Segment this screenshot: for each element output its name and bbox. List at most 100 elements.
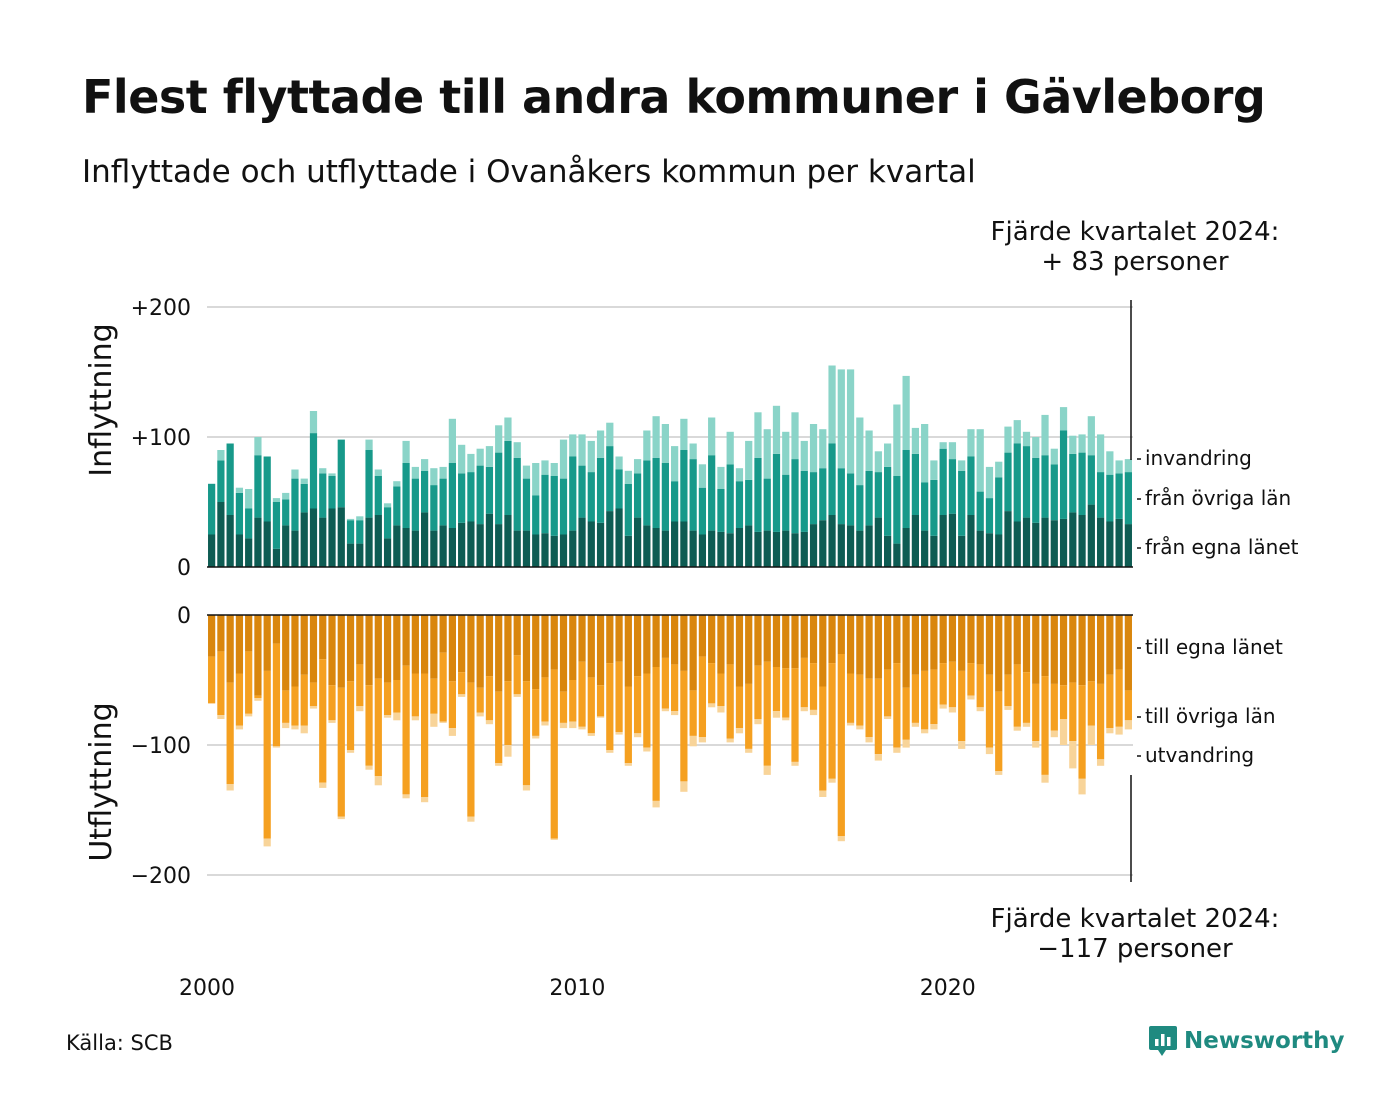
bar-segment <box>559 722 568 729</box>
bar-segment <box>430 485 438 531</box>
bar-segment <box>893 663 901 748</box>
bar-segment <box>356 520 364 544</box>
bar-segment <box>1115 615 1123 670</box>
bar-segment <box>532 689 540 736</box>
bar-segment <box>485 466 494 514</box>
bar-segment <box>985 466 994 499</box>
bar-segment <box>1078 615 1086 686</box>
bar-segment <box>763 429 771 479</box>
bar-segment <box>402 665 410 795</box>
bar-segment <box>578 465 586 518</box>
bar-segment <box>217 460 225 502</box>
bar-segment <box>967 695 975 700</box>
bar-segment <box>1115 460 1123 474</box>
bar-segment <box>1106 728 1114 734</box>
bar-segment <box>495 452 503 525</box>
bar-segment <box>254 517 262 567</box>
bar-segment <box>633 676 642 734</box>
bar-segment <box>754 719 762 725</box>
bar-segment <box>800 657 808 708</box>
bar-segment <box>1004 452 1012 512</box>
bar-segment <box>661 615 669 658</box>
bar-segment <box>948 442 957 460</box>
bar-segment <box>495 691 503 764</box>
bar-segment <box>421 470 429 513</box>
bar-segment <box>300 725 308 734</box>
bar-segment <box>874 678 882 755</box>
bar-segment <box>874 754 882 761</box>
bar-segment <box>884 443 892 467</box>
bar-segment <box>1013 420 1021 444</box>
bar-segment <box>485 720 494 725</box>
bar-segment <box>1096 683 1105 760</box>
bar-segment <box>282 492 290 500</box>
bar-segment <box>1041 455 1049 518</box>
bar-segment <box>1050 615 1058 684</box>
bar-segment <box>819 615 827 687</box>
bar-segment <box>346 543 355 567</box>
bar-segment <box>615 732 623 735</box>
bar-segment <box>374 776 382 786</box>
bar-segment <box>911 722 919 727</box>
bar-segment <box>1041 517 1049 567</box>
bar-segment <box>1022 722 1031 727</box>
bar-segment <box>504 681 512 745</box>
bar-segment <box>1059 518 1068 567</box>
bar-segment <box>661 708 669 712</box>
bar-segment <box>902 375 910 450</box>
bar-segment <box>837 654 845 836</box>
bar-segment <box>680 781 688 792</box>
bar-segment <box>633 459 642 474</box>
bar-segment <box>884 615 892 670</box>
bar-segment <box>1124 615 1132 691</box>
bar-segment <box>541 533 549 567</box>
bar-segment <box>772 711 781 718</box>
bar-segment <box>633 733 642 738</box>
bar-segment <box>735 468 744 482</box>
bar-segment <box>717 531 725 567</box>
bar-segment <box>596 522 605 567</box>
bar-segment <box>532 735 540 739</box>
bar-segment <box>809 524 818 567</box>
brand-name: Newsworthy <box>1184 1028 1345 1054</box>
callout-latest-inflow: Fjärde kvartalet 2024: + 83 personer <box>975 217 1295 277</box>
bar-segment <box>217 615 225 652</box>
bar-segment <box>819 429 827 469</box>
bar-segment <box>958 615 966 671</box>
bar-segment <box>1050 520 1058 567</box>
bar-segment <box>948 615 957 662</box>
bar-segment <box>272 746 281 748</box>
bar-segment <box>893 747 901 753</box>
bar-segment <box>902 615 910 688</box>
bar-segment <box>995 477 1003 535</box>
bar-segment <box>476 524 484 567</box>
bar-segment <box>819 790 827 797</box>
bar-segment <box>809 472 818 525</box>
bar-segment <box>995 534 1003 567</box>
bar-segment <box>1115 518 1123 567</box>
bar-segment <box>930 479 938 536</box>
bar-segment <box>383 503 392 508</box>
bar-segment <box>735 728 744 734</box>
bar-segment <box>708 703 716 708</box>
bar-segment <box>800 531 808 567</box>
bar-segment <box>309 508 318 567</box>
bar-segment <box>282 690 290 723</box>
bar-segment <box>643 615 651 674</box>
bar-segment <box>374 615 382 679</box>
bar-segment <box>624 535 632 567</box>
bar-segment <box>782 668 790 718</box>
bar-segment <box>300 512 308 567</box>
bar-segment <box>846 525 855 567</box>
bar-segment <box>995 615 1003 692</box>
bar-segment <box>559 615 568 692</box>
y-tick-label: −100 <box>131 734 191 759</box>
bar-segment <box>606 663 614 751</box>
bar-segment <box>967 515 975 567</box>
bar-segment <box>726 533 734 567</box>
bar-segment <box>911 427 919 454</box>
bar-segment <box>569 456 577 531</box>
bar-segment <box>680 615 688 671</box>
bar-segment <box>1124 720 1132 730</box>
bar-segment <box>1022 615 1031 673</box>
